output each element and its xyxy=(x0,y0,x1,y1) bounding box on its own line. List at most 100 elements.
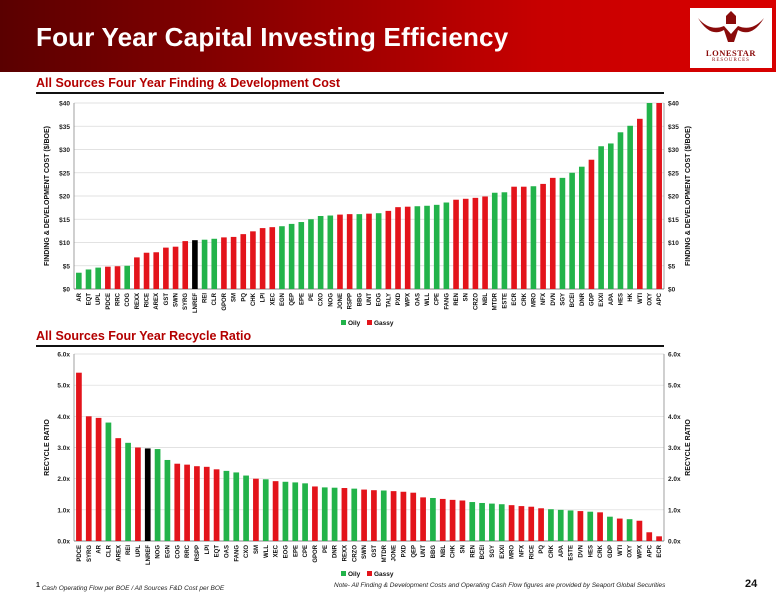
bar xyxy=(508,505,515,541)
header-banner: Four Year Capital Investing Efficiency xyxy=(0,0,776,72)
x-tick-label: GST xyxy=(164,293,170,306)
x-tick-label: CRZO xyxy=(352,545,358,562)
bar xyxy=(482,196,488,289)
bar xyxy=(253,478,259,541)
bar xyxy=(557,509,564,541)
x-tick-label: UNT xyxy=(421,545,427,558)
legend-swatch-oily xyxy=(341,571,346,576)
x-tick-label: NFX xyxy=(541,293,547,305)
x-tick-label: WLL xyxy=(264,545,270,558)
bar xyxy=(548,509,554,541)
x-tick-label: NBL xyxy=(483,293,489,306)
x-tick-label: OAS xyxy=(224,545,230,558)
x-tick-label: GPOR xyxy=(222,292,228,310)
title-rule xyxy=(36,92,664,94)
y-tick-label-left: $35 xyxy=(59,124,70,131)
y-tick-label-right: $5 xyxy=(668,263,676,270)
y-tick-label-left: 3.0x xyxy=(57,445,70,452)
x-tick-label: PXD xyxy=(401,544,407,557)
x-tick-label: EOG xyxy=(283,545,289,559)
x-tick-label: REI xyxy=(203,293,209,303)
x-tick-label: LNREF xyxy=(146,545,152,565)
x-tick-label: CPE xyxy=(435,293,441,305)
x-tick-label: WPX xyxy=(637,545,643,559)
x-tick-label: CHK xyxy=(451,544,457,558)
bar xyxy=(172,246,179,289)
bar xyxy=(390,491,397,541)
x-tick-label: TALY xyxy=(386,293,392,308)
y-tick-label-left: 4.0x xyxy=(57,414,70,421)
bar xyxy=(479,502,485,541)
bar xyxy=(366,213,372,289)
bar xyxy=(577,511,584,541)
bar xyxy=(607,143,614,289)
bar xyxy=(85,269,92,289)
bar xyxy=(361,489,367,541)
y-tick-label-right: $15 xyxy=(668,217,679,224)
x-tick-label: CRK xyxy=(549,544,555,558)
x-tick-label: DNR xyxy=(580,292,586,306)
x-tick-label: XEC xyxy=(270,292,276,305)
x-tick-label: OAS xyxy=(415,293,421,306)
chart1-title: All Sources Four Year Finding & Developm… xyxy=(36,76,340,90)
bar xyxy=(321,487,328,541)
bar xyxy=(143,252,150,289)
x-tick-label: COG xyxy=(175,545,181,559)
bar xyxy=(272,481,279,541)
bar xyxy=(182,241,189,289)
bar xyxy=(292,482,299,541)
x-tick-label: RRC xyxy=(116,292,122,306)
x-tick-label: RICE xyxy=(145,293,151,307)
legend-label-gassy: Gassy xyxy=(374,320,394,327)
x-tick-label: DVN xyxy=(578,545,584,558)
x-tick-label: GPOR xyxy=(313,544,319,562)
legend-label-oily: Oily xyxy=(348,320,361,327)
x-tick-label: GDP xyxy=(589,293,595,306)
legend-label-oily: Oily xyxy=(348,571,361,578)
bar xyxy=(288,223,295,289)
bar xyxy=(262,479,269,541)
x-tick-label: EXXI xyxy=(500,545,506,559)
x-tick-label: SYRG xyxy=(87,545,93,562)
bar xyxy=(462,198,469,289)
x-tick-label: REN xyxy=(454,293,460,306)
x-tick-label: COG xyxy=(125,293,131,307)
bar xyxy=(308,219,314,289)
x-tick-label: EQT xyxy=(215,545,221,558)
x-tick-label: EQT xyxy=(87,293,93,306)
bar xyxy=(617,132,624,289)
x-tick-label: ESTE xyxy=(569,545,575,561)
logo-wordmark: LONESTAR xyxy=(705,48,757,58)
bar xyxy=(317,215,324,289)
bar xyxy=(95,267,101,289)
x-tick-label: UPL xyxy=(96,293,102,305)
bar xyxy=(646,532,653,541)
x-tick-label: AR xyxy=(77,292,83,301)
bar xyxy=(279,226,285,289)
bar xyxy=(567,510,574,541)
bar xyxy=(134,257,140,289)
x-tick-label: REN xyxy=(470,545,476,558)
y-tick-label-right: 3.0x xyxy=(668,445,681,452)
bar xyxy=(105,266,111,289)
y-tick-label-right: $40 xyxy=(668,101,679,108)
bar xyxy=(163,247,169,289)
x-tick-label: EPE xyxy=(299,293,305,305)
x-tick-label: NOG xyxy=(156,545,162,559)
y-tick-label-right: 1.0x xyxy=(668,507,681,514)
bar xyxy=(637,118,643,289)
bar xyxy=(153,252,160,289)
bar xyxy=(337,214,343,289)
x-tick-label: EGN xyxy=(165,545,171,558)
y-tick-label-right: $20 xyxy=(668,194,679,201)
x-tick-label: HES xyxy=(618,293,624,305)
bar xyxy=(211,238,218,289)
x-tick-label: MTDR xyxy=(382,544,388,562)
x-tick-label: WTI xyxy=(638,293,644,304)
footnote-mark: 1 xyxy=(36,582,40,589)
bar xyxy=(587,511,594,541)
x-tick-label: ECR xyxy=(657,544,663,557)
bar xyxy=(400,491,407,541)
bar xyxy=(443,202,450,289)
x-tick-label: SN xyxy=(460,545,466,553)
